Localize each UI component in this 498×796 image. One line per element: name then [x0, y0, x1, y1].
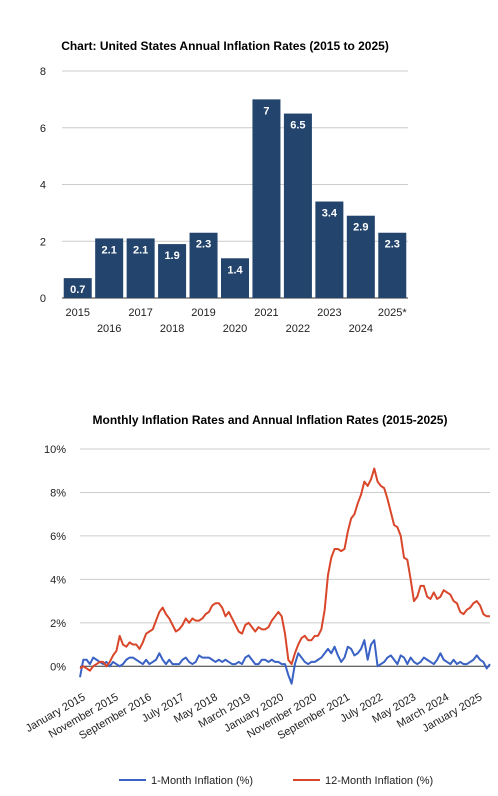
bar-x-tick-label: 2025*	[378, 307, 407, 319]
bar-y-tick-label: 0	[40, 293, 46, 305]
line-chart-legend: 1-Month Inflation (%) 12-Month Inflation…	[119, 775, 433, 787]
legend-label-1-month: 1-Month Inflation (%)	[151, 775, 253, 787]
line-y-tick-label: 0%	[50, 661, 66, 673]
bar-data-label: 2.3	[385, 239, 400, 251]
bar-data-label: 6.5	[290, 120, 305, 132]
line-y-tick-label: 8%	[50, 487, 66, 499]
bar-2025*	[378, 232, 407, 298]
bar-2017	[126, 238, 155, 298]
line-y-tick-label: 4%	[50, 574, 66, 586]
bar-chart-title: Chart: United States Annual Inflation Ra…	[61, 39, 389, 53]
bar-2024	[346, 215, 375, 298]
bar-x-tick-label: 2022	[286, 323, 310, 335]
bar-2015	[63, 278, 92, 298]
bar-data-label: 2.1	[133, 244, 148, 256]
bar-2018	[158, 244, 187, 298]
line-y-tick-label: 2%	[50, 618, 66, 630]
bar-x-tick-label: 2016	[97, 323, 121, 335]
bar-2016	[95, 238, 124, 298]
bar-data-label: 0.7	[70, 284, 85, 296]
bar-2021	[252, 99, 281, 298]
line-chart-title: Monthly Inflation Rates and Annual Infla…	[93, 413, 448, 427]
bar-data-label: 2.3	[196, 239, 211, 251]
legend-label-12-month: 12-Month Inflation (%)	[325, 775, 433, 787]
bar-x-tick-label: 2021	[254, 307, 278, 319]
bar-y-tick-label: 4	[40, 180, 46, 192]
bar-2020	[221, 258, 249, 298]
bar-data-label: 2.9	[353, 222, 368, 234]
bar-y-tick-label: 8	[40, 66, 46, 78]
bar-data-label: 1.4	[227, 264, 243, 276]
bar-data-label: 3.4	[322, 208, 338, 220]
bar-2023	[315, 201, 344, 298]
bar-data-label: 2.1	[102, 244, 117, 256]
series-12-month-line	[79, 467, 490, 672]
bar-data-label: 1.9	[164, 250, 179, 262]
bar-x-tick-label: 2017	[128, 307, 152, 319]
bar-x-tick-label: 2024	[349, 323, 373, 335]
bar-y-tick-label: 6	[40, 123, 46, 135]
bar-chart: 0 2 4 6 8 0.7 2015 2.1 2016 2.1 2017 1.9 2018 2.3 2019…	[40, 66, 408, 335]
bar-x-tick-label: 2018	[160, 323, 184, 335]
bar-2022	[283, 113, 312, 298]
bar-y-tick-label: 2	[40, 236, 46, 248]
bar-x-tick-label: 2020	[223, 323, 247, 335]
bar-x-tick-label: 2023	[317, 307, 341, 319]
series-1-month-line	[79, 639, 491, 685]
bar-2019	[189, 232, 218, 298]
line-y-tick-label: 6%	[50, 531, 66, 543]
bar-x-tick-label: 2015	[65, 307, 89, 319]
bar-x-tick-label: 2019	[191, 307, 215, 319]
bar-data-label: 7	[263, 105, 269, 117]
line-y-tick-label: 10%	[44, 444, 66, 456]
